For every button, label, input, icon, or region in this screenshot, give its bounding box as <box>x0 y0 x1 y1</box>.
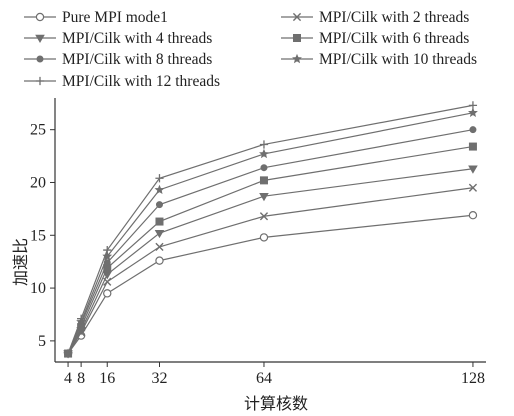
legend: Pure MPI mode1 MPI/Cilk with 2 threads MPI… <box>24 9 477 90</box>
data-point <box>154 184 165 195</box>
series-line <box>67 129 474 354</box>
legend-item: MPI/Cilk with 6 threads <box>281 30 469 47</box>
y-tick-label: 25 <box>30 122 46 139</box>
data-point <box>468 101 478 110</box>
series-2 <box>63 183 478 358</box>
data-point <box>103 289 112 298</box>
data-point <box>468 211 478 220</box>
series-6 <box>63 107 478 358</box>
legend-label: MPI/Cilk with 2 threads <box>319 9 469 26</box>
legend-item: MPI/Cilk with 10 threads <box>281 51 477 68</box>
legend-item: MPI/Cilk with 2 threads <box>281 9 469 26</box>
data-point <box>469 126 477 134</box>
legend-label: MPI/Cilk with 10 threads <box>319 51 477 68</box>
y-tick-label: 5 <box>38 333 46 350</box>
legend-marker <box>35 34 45 43</box>
data-point <box>259 140 269 149</box>
legend-marker <box>36 55 44 63</box>
data-point <box>259 193 269 202</box>
legend-marker <box>292 34 301 43</box>
y-tick-label: 10 <box>30 280 46 297</box>
series-5 <box>64 126 477 358</box>
data-point <box>259 148 269 159</box>
x-tick-label: 8 <box>77 370 85 387</box>
legend-marker <box>35 76 45 86</box>
plot-area: 4 8 16 32 64 128 5 10 15 20 25 <box>30 98 486 387</box>
x-tick-label: 4 <box>64 370 72 387</box>
x-axis-title: 计算核数 <box>244 394 308 413</box>
legend-item: MPI/Cilk with 4 threads <box>24 30 212 47</box>
series-line <box>67 112 474 354</box>
data-point <box>468 165 478 174</box>
legend-item: MPI/Cilk with 8 threads <box>24 51 212 68</box>
data-point <box>260 164 268 172</box>
legend-label: MPI/Cilk with 12 threads <box>62 73 220 90</box>
legend-item: Pure MPI mode1 <box>24 9 168 26</box>
data-point <box>63 349 73 358</box>
data-point <box>102 251 113 261</box>
legend-label: MPI/Cilk with 8 threads <box>62 51 212 68</box>
data-point <box>155 174 164 183</box>
series-line <box>67 168 474 354</box>
data-point <box>259 212 269 221</box>
legend-label: Pure MPI mode1 <box>62 9 168 26</box>
data-point <box>103 245 112 255</box>
legend-label: MPI/Cilk with 4 threads <box>62 30 212 47</box>
data-point <box>155 201 163 209</box>
series-line <box>67 145 474 354</box>
series-4 <box>64 142 477 358</box>
y-axis-title: 加速比 <box>11 238 30 286</box>
series-line <box>67 104 474 354</box>
series-1 <box>63 211 478 358</box>
data-point <box>468 142 477 151</box>
data-point <box>155 242 164 251</box>
legend-label: MPI/Cilk with 6 threads <box>319 30 469 47</box>
series-line <box>67 214 474 354</box>
series-7 <box>63 101 478 358</box>
series-line <box>67 187 474 354</box>
legend-item: MPI/Cilk with 12 threads <box>24 73 220 90</box>
legend-marker <box>292 53 302 64</box>
series-3 <box>63 165 478 359</box>
data-point <box>259 233 269 242</box>
data-point <box>155 256 164 265</box>
data-point <box>468 183 478 192</box>
x-tick-label: 16 <box>99 370 115 387</box>
legend-marker <box>292 12 302 22</box>
y-tick-label: 15 <box>30 227 46 244</box>
data-point <box>259 176 268 185</box>
x-tick-label: 32 <box>151 370 167 387</box>
legend-marker <box>35 12 45 22</box>
data-point <box>77 314 86 323</box>
x-tick-label: 64 <box>256 370 272 387</box>
y-tick-label: 20 <box>30 174 46 191</box>
data-point <box>155 217 164 226</box>
data-point <box>154 229 165 239</box>
data-point <box>468 107 478 117</box>
x-tick-label: 128 <box>461 370 485 387</box>
